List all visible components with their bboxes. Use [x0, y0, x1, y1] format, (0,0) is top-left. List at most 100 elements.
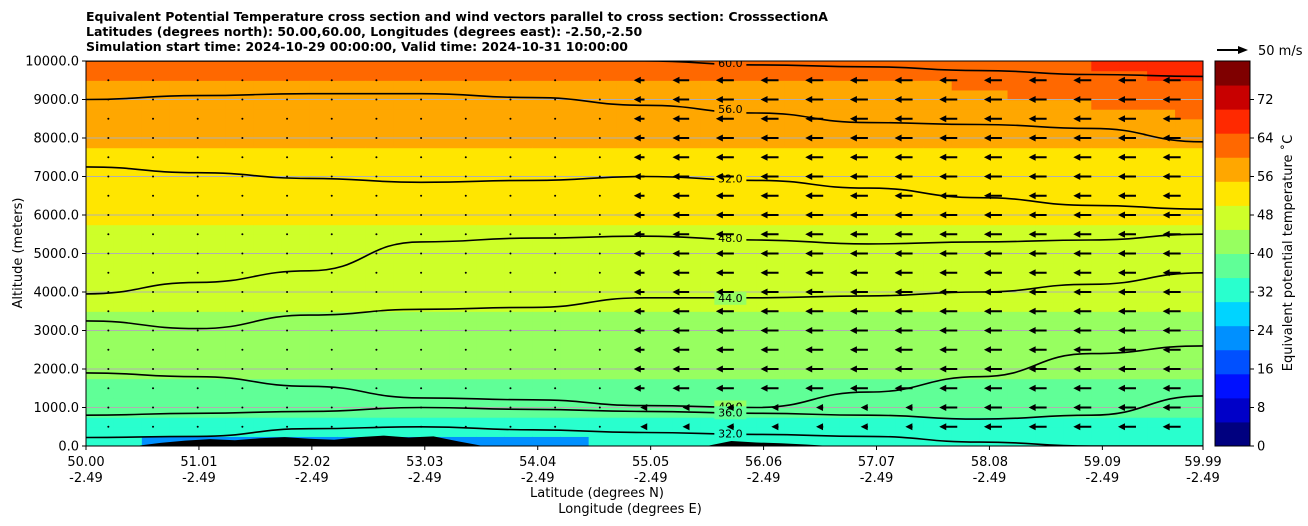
- wind-vector-head: [1073, 76, 1081, 84]
- field-cell: [979, 272, 1009, 283]
- field-cell: [253, 118, 283, 129]
- wind-vector: [375, 368, 378, 370]
- field-cell: [951, 176, 981, 187]
- field-cell: [588, 224, 618, 235]
- wind-vector-head: [760, 173, 768, 180]
- y-tick-label: 4000.0: [34, 286, 80, 301]
- field-cell: [784, 426, 813, 437]
- field-cell: [86, 253, 115, 264]
- field-cell: [1119, 388, 1148, 399]
- field-cell: [923, 195, 953, 206]
- contour-line: [86, 233, 1203, 295]
- field-cell: [895, 282, 925, 293]
- field-cell: [560, 378, 590, 389]
- field-cell: [532, 176, 562, 187]
- field-cell: [867, 80, 897, 91]
- field-cell: [1091, 359, 1120, 370]
- field-cell: [225, 176, 255, 187]
- field-cell: [1091, 388, 1120, 399]
- field-cell: [560, 89, 590, 101]
- field-cell: [812, 99, 841, 110]
- wind-vector-head: [1028, 250, 1036, 257]
- field-cell: [281, 128, 310, 139]
- field-cell: [393, 70, 422, 81]
- field-cell: [728, 80, 757, 91]
- field-cell: [756, 195, 785, 206]
- field-cell: [951, 234, 981, 245]
- wind-vector: [464, 79, 467, 82]
- field-cell: [728, 263, 757, 274]
- field-cell: [560, 349, 590, 360]
- wind-vector-head: [805, 269, 813, 277]
- wind-vector-head: [805, 173, 813, 180]
- wind-vector: [241, 117, 244, 120]
- field-cell: [365, 138, 394, 149]
- field-cell: [1063, 253, 1092, 264]
- field-cell: [1007, 186, 1037, 197]
- field-cell: [393, 378, 422, 389]
- field-cell: [113, 301, 143, 312]
- field-cell: [616, 234, 646, 245]
- field-cell: [979, 138, 1009, 149]
- field-cell: [141, 272, 171, 283]
- field-cell: [644, 311, 674, 322]
- field-cell: [1147, 397, 1176, 409]
- field-cell: [1063, 195, 1092, 206]
- field-cell: [1063, 157, 1092, 168]
- field-cell: [1119, 205, 1148, 216]
- wind-vector: [196, 79, 199, 82]
- field-cell: [476, 417, 506, 428]
- field-cell: [1175, 359, 1203, 370]
- wind-vector-head: [939, 288, 947, 296]
- field-cell: [951, 243, 981, 255]
- field-cell: [421, 397, 450, 409]
- title-line-1: Equivalent Potential Temperature cross s…: [86, 9, 828, 24]
- x-tick-label-lat: 55.05: [632, 455, 669, 470]
- field-cell: [1035, 407, 1064, 418]
- field-cell: [225, 109, 255, 120]
- field-cell: [644, 378, 674, 389]
- field-cell: [700, 253, 729, 264]
- wind-vector-head: [672, 269, 680, 277]
- wind-vector-head: [1028, 269, 1036, 277]
- wind-vector-head: [1117, 250, 1125, 257]
- field-cell: [1091, 378, 1120, 389]
- field-cell: [309, 70, 338, 81]
- wind-vector: [375, 194, 378, 197]
- field-cell: [225, 70, 255, 81]
- field-cell: [951, 388, 981, 399]
- wind-vector-head: [1028, 346, 1036, 354]
- field-cell: [1091, 397, 1120, 409]
- field-cell: [169, 215, 199, 226]
- field-cell: [839, 166, 869, 178]
- field-cell: [728, 195, 757, 206]
- wind-vector: [420, 291, 423, 293]
- field-cell: [1063, 436, 1092, 446]
- wind-vector: [196, 310, 199, 313]
- field-cell: [225, 147, 255, 158]
- field-cell: [756, 378, 785, 389]
- wind-vector: [286, 214, 289, 216]
- field-cell: [504, 195, 534, 206]
- wind-vector-head: [849, 269, 857, 277]
- field-cell: [225, 166, 255, 178]
- field-cell: [1007, 359, 1037, 370]
- field-cell: [1035, 166, 1064, 178]
- wind-vector-head: [1117, 384, 1125, 392]
- wind-vector: [554, 291, 557, 293]
- field-cell: [197, 417, 227, 428]
- field-cell: [337, 80, 366, 91]
- field-cell: [812, 157, 841, 168]
- field-cell: [616, 138, 646, 149]
- field-cell: [1147, 388, 1176, 399]
- field-cell: [281, 388, 310, 399]
- field-cell: [281, 147, 310, 158]
- field-cell: [365, 311, 394, 322]
- x-tick-label-lat: 52.02: [293, 455, 330, 470]
- field-cell: [728, 340, 757, 351]
- wind-vector: [464, 194, 467, 197]
- wind-vector: [107, 348, 110, 351]
- field-cell: [560, 417, 590, 428]
- field-cell: [197, 176, 227, 187]
- field-cell: [309, 118, 338, 129]
